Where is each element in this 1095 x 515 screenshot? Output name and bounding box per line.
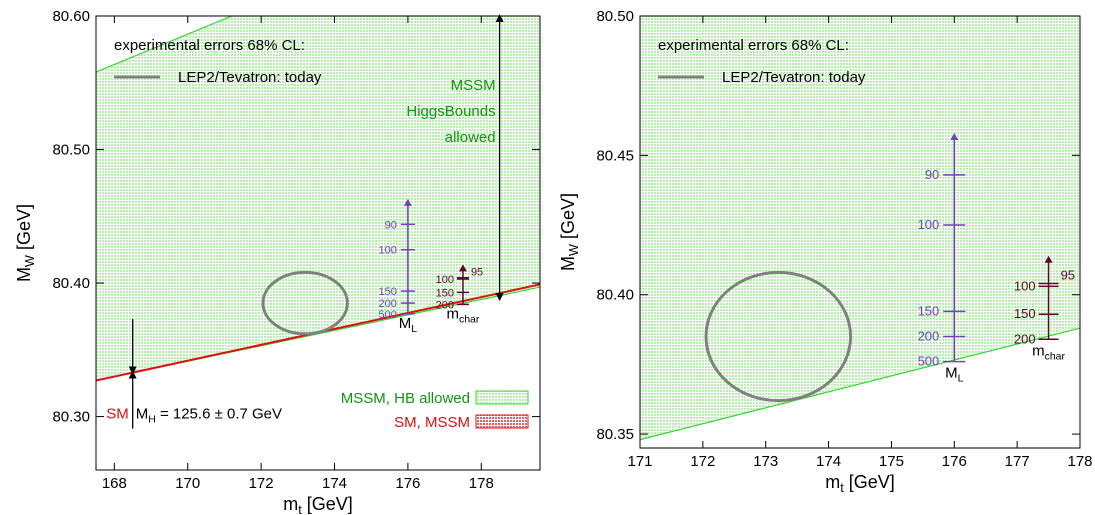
mchar-scale-label: mchar <box>1032 342 1065 362</box>
plot-area <box>96 16 540 382</box>
mchar-scale-tick-label: 95 <box>471 267 483 279</box>
right-chart-panel: 171 172 173 174 175 176 177 178 80.35 80.40 80.45 8… <box>558 8 1093 495</box>
ml-scale-tick-label: 500 <box>379 309 397 321</box>
y-tick-label: 80.35 <box>596 426 634 443</box>
y-tick-label: 80.50 <box>596 8 634 25</box>
ml-scale-tick-label: 90 <box>385 219 397 231</box>
x-tick-label: 168 <box>102 475 127 492</box>
x-tick-label: 170 <box>175 475 200 492</box>
plot-area <box>640 16 1080 441</box>
y-tick-label: 80.40 <box>596 287 634 304</box>
mchar-scale-tick-label: 100 <box>1014 278 1036 293</box>
x-tick-label: 176 <box>942 453 967 470</box>
legend-label-ellipse: LEP2/Tevatron: today <box>722 69 866 86</box>
allowed-region-lower-edge <box>640 327 1080 441</box>
lep2-tevatron-ellipse <box>704 270 853 403</box>
y-tick-label: 80.30 <box>52 409 90 426</box>
legend-title: experimental errors 68% CL: <box>658 37 849 54</box>
mchar-scale-tick-label: 200 <box>1014 331 1036 346</box>
mssm-allowed-region <box>640 16 1080 440</box>
mchar-scale-arrowhead <box>458 264 467 272</box>
ml-scale-tick-label: 500 <box>918 354 940 369</box>
legend-label-ellipse: LEP2/Tevatron: today <box>178 69 322 86</box>
legend-entry-swatch <box>475 414 529 429</box>
x-tick-label: 172 <box>690 453 715 470</box>
mchar-scale-tick-label: 150 <box>1014 306 1036 321</box>
ml-scale-tick-label: 100 <box>918 217 940 232</box>
mssm-arrow-label: allowed <box>445 129 496 146</box>
legend-title: experimental errors 68% CL: <box>114 37 305 54</box>
x-tick-label: 174 <box>322 475 347 492</box>
ml-scale-arrowhead <box>403 198 412 206</box>
mssm-allowed-region <box>96 16 540 381</box>
plot-frame <box>95 15 541 471</box>
y-axis-label: MW [GeV] <box>558 193 581 271</box>
y-tick-label: 80.45 <box>596 147 634 164</box>
mssm-arrow-label: MSSM <box>451 77 496 94</box>
plot-frame <box>639 15 1081 449</box>
x-tick-label: 174 <box>816 453 841 470</box>
mchar-scale-arrowhead <box>1044 255 1053 263</box>
x-tick-label: 171 <box>627 453 652 470</box>
x-tick-label: 178 <box>469 475 494 492</box>
sm-label: SM <box>106 406 129 423</box>
x-tick-label: 178 <box>1067 453 1092 470</box>
x-axis-label: mt [GeV] <box>283 494 353 515</box>
x-tick-label: 173 <box>753 453 778 470</box>
ml-scale-tick-label: 200 <box>379 298 397 310</box>
mchar-scale-tick-label: 95 <box>1061 268 1075 283</box>
mchar-scale-tick-label: 150 <box>436 287 454 299</box>
legend-entry-swatch <box>475 390 529 405</box>
mchar-scale-tick-label: 200 <box>436 299 454 311</box>
ml-scale-arrowhead <box>950 133 959 141</box>
mchar-scale-tick-label: 100 <box>436 274 454 286</box>
lep2-tevatron-ellipse <box>261 270 349 336</box>
y-tick-label: 80.40 <box>52 275 90 292</box>
x-tick-label: 177 <box>1005 453 1030 470</box>
ml-scale-tick-label: 200 <box>918 329 940 344</box>
legend-entry-label: MSSM, HB allowed <box>341 390 470 407</box>
allowed-region-upper-edge <box>96 16 232 73</box>
y-tick-label: 80.50 <box>52 142 90 159</box>
x-tick-label: 172 <box>249 475 274 492</box>
ml-scale-tick-label: 90 <box>925 167 939 182</box>
x-tick-label: 175 <box>879 453 904 470</box>
ml-scale-tick-label: 150 <box>918 303 940 318</box>
x-tick-label: 176 <box>395 475 420 492</box>
ml-scale-tick-label: 100 <box>379 245 397 257</box>
y-tick-label: 80.60 <box>52 8 90 25</box>
left-chart-panel: 168 170 172 174 176 178 80.30 80.40 80.50 80.60 mt… <box>14 8 541 515</box>
legend-entry-label: SM, MSSM <box>394 414 470 431</box>
mh-label: MH = 125.6 ± 0.7 GeV <box>136 406 282 426</box>
y-axis-label: MW [GeV] <box>14 204 37 282</box>
ml-scale-tick-label: 150 <box>379 286 397 298</box>
mssm-arrow-label: HiggsBounds <box>406 103 495 120</box>
ml-scale-label: ML <box>945 365 964 385</box>
mchar-scale-label: mchar <box>446 305 479 325</box>
ml-scale-label: ML <box>399 315 418 335</box>
x-axis-label: mt [GeV] <box>825 472 895 495</box>
